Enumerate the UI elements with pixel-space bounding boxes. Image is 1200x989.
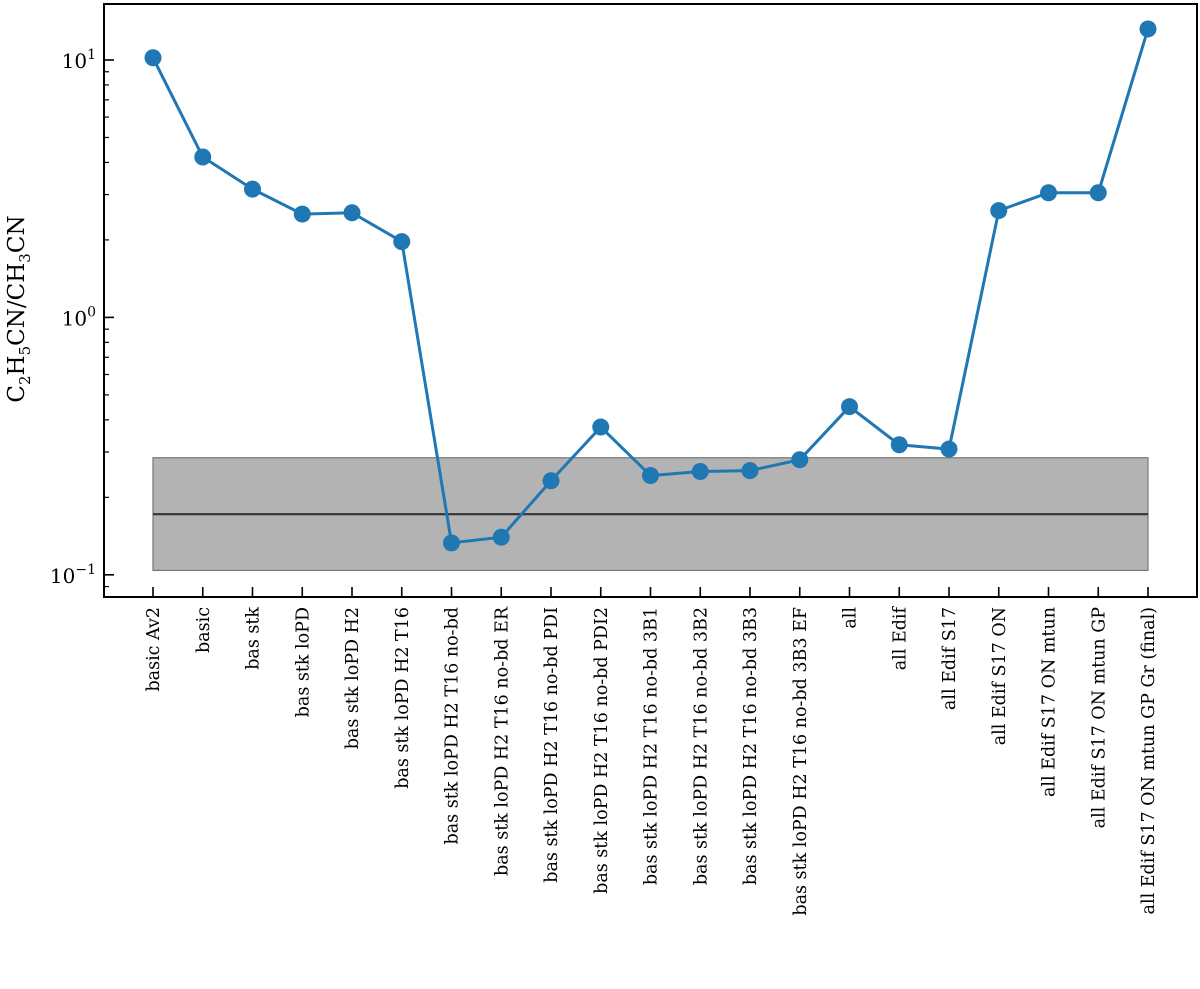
x-tick-label: all Edif S17 ON xyxy=(990,607,1010,745)
x-tick-label: bas stk loPD H2 T16 no-bd 3B3 EF xyxy=(791,607,811,916)
data-point xyxy=(393,233,411,251)
data-point xyxy=(144,49,162,67)
data-point xyxy=(940,440,958,458)
x-tick-label: bas stk loPD H2 T16 no-bd xyxy=(443,607,463,844)
data-point xyxy=(542,472,560,490)
plot-area xyxy=(144,20,1157,572)
data-point xyxy=(741,462,759,480)
x-tick-label: all Edif xyxy=(890,605,910,670)
y-tick-label: 101 xyxy=(62,47,96,73)
x-tick-label: bas stk loPD H2 xyxy=(343,607,363,749)
data-point xyxy=(642,467,659,485)
data-point xyxy=(841,398,858,416)
y-tick-label: 10−1 xyxy=(50,562,96,588)
data-point xyxy=(1089,184,1107,202)
x-tick-label: all Edif S17 ON mtun xyxy=(1040,607,1060,797)
data-point xyxy=(492,528,510,546)
data-point xyxy=(791,451,809,469)
x-tick-label: all xyxy=(841,607,861,629)
data-point xyxy=(194,148,212,166)
data-point xyxy=(244,180,261,198)
data-point xyxy=(592,418,610,436)
data-point xyxy=(1139,20,1157,38)
data-point xyxy=(443,534,460,552)
x-axis: basic Av2 basic bas stk bas stk loPD bas stk… xyxy=(144,587,1159,916)
data-point xyxy=(890,436,908,454)
data-point xyxy=(1040,184,1057,202)
y-axis-label: C2H5CN/CH3CN xyxy=(4,215,34,402)
data-points xyxy=(144,20,1157,552)
x-tick-label: basic Av2 xyxy=(144,607,164,692)
x-tick-label: bas stk loPD H2 T16 no-bd 3B1 xyxy=(642,607,662,885)
x-tick-label: bas stk loPD H2 T16 no-bd 3B3 xyxy=(741,607,761,885)
x-tick-label: basic xyxy=(194,607,214,653)
x-tick-label: bas stk xyxy=(244,607,264,670)
x-tick-label: all Edif S17 ON mtun GP Gr (final) xyxy=(1139,607,1159,914)
x-tick-label: bas stk loPD H2 T16 no-bd PDI xyxy=(542,607,562,883)
data-point xyxy=(293,205,311,223)
y-tick-label: 100 xyxy=(62,304,96,330)
data-point xyxy=(691,462,709,480)
y-axis: 10−1 100 101 xyxy=(50,47,114,588)
x-tick-label: bas stk loPD H2 T16 xyxy=(393,607,413,789)
data-point xyxy=(343,204,361,222)
x-tick-label: bas stk loPD H2 T16 no-bd 3B2 xyxy=(691,607,711,885)
x-tick-label: all Edif S17 ON mtun GP xyxy=(1089,607,1109,829)
x-tick-label: all Edif S17 xyxy=(940,607,960,710)
x-tick-label: bas stk loPD H2 T16 no-bd PDI2 xyxy=(592,607,612,894)
x-tick-label: bas stk loPD H2 T16 no-bd ER xyxy=(492,606,512,876)
data-point xyxy=(990,202,1008,220)
x-tick-label: bas stk loPD xyxy=(293,607,313,717)
